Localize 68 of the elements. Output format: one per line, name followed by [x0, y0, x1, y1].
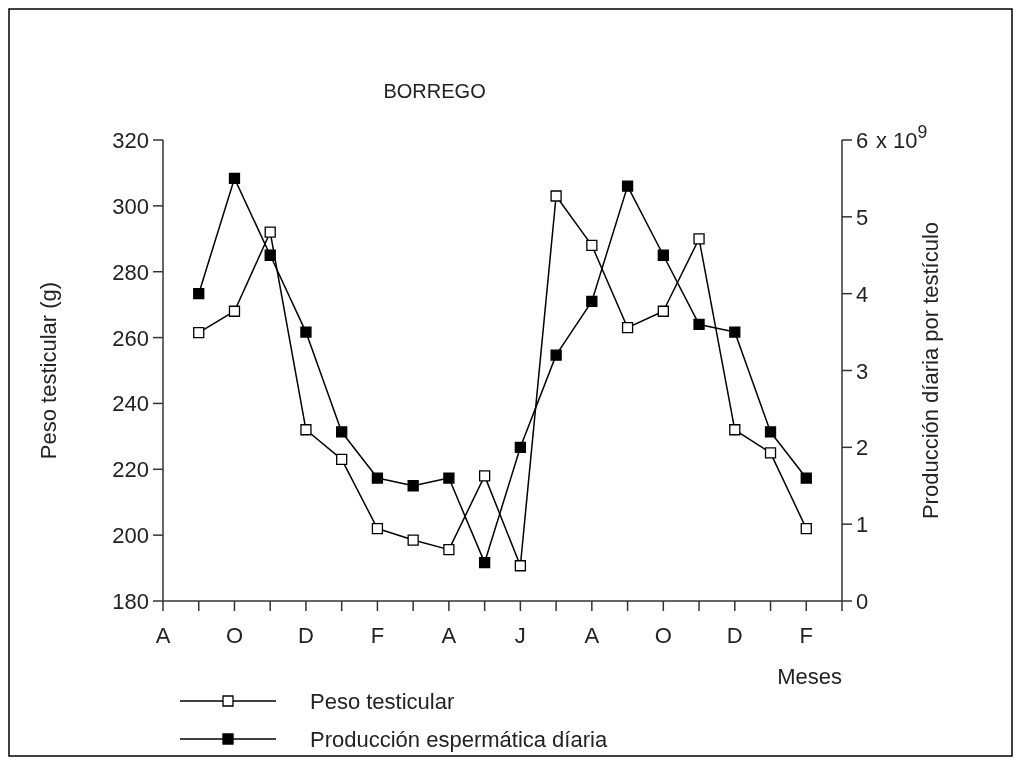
y2-tick-label: 4	[856, 281, 869, 307]
point	[478, 556, 491, 569]
point	[550, 190, 562, 202]
point	[443, 472, 455, 484]
point	[300, 424, 312, 436]
x-tick-label: D	[726, 623, 743, 648]
y2-tick-label: 0	[856, 589, 869, 614]
point	[336, 426, 348, 438]
x-tick-label: O	[654, 623, 672, 648]
legend-label: Peso testicular	[310, 689, 455, 714]
point	[193, 326, 205, 339]
point	[621, 322, 634, 334]
y-tick-label: 280	[112, 259, 149, 285]
point	[336, 453, 348, 466]
x-axis-title: Meses	[777, 664, 842, 689]
y2-tick-label: 6	[856, 128, 869, 153]
point	[800, 522, 812, 535]
point	[264, 249, 276, 261]
point	[371, 522, 384, 535]
point	[478, 470, 491, 482]
point	[693, 318, 705, 331]
y2-tick-label: 3	[856, 358, 869, 384]
point	[407, 534, 419, 546]
point	[586, 295, 598, 307]
y-tick-label: 260	[112, 325, 149, 351]
x-tick-label: A	[441, 623, 457, 648]
y-tick-label: 320	[112, 128, 149, 153]
point	[443, 543, 455, 556]
point	[407, 480, 419, 492]
point	[300, 326, 312, 338]
point	[800, 472, 812, 484]
y-tick-label: 240	[112, 391, 149, 417]
x-tick-label: A	[155, 623, 171, 648]
legend-label: Producción espermática díaria	[310, 727, 608, 752]
y-tick-label: 220	[112, 457, 149, 483]
y2-axis-title: Producción díaria por testículo	[918, 221, 943, 520]
x-tick-label: O	[225, 623, 244, 648]
point	[657, 305, 669, 317]
point	[228, 172, 241, 185]
x-tick-label: D	[298, 623, 314, 648]
y2-tick-label: 5	[856, 204, 869, 230]
point	[193, 288, 205, 300]
chart-title: BORREGO	[383, 80, 486, 102]
point	[693, 233, 705, 245]
x-tick-label: F	[799, 623, 813, 648]
point	[729, 424, 741, 436]
point	[764, 426, 777, 438]
x-tick-label: F	[370, 623, 385, 648]
point	[621, 180, 634, 192]
x-tick-label: A	[584, 623, 600, 648]
point	[228, 305, 241, 317]
point	[371, 472, 384, 484]
y-axis-title: Peso testicular (g)	[36, 281, 61, 460]
point	[657, 249, 669, 261]
point	[586, 239, 598, 252]
x-tick-label: J	[514, 623, 526, 648]
point	[264, 226, 276, 238]
point	[550, 349, 562, 361]
point	[729, 326, 741, 338]
point	[514, 560, 527, 572]
y-tick-label: 200	[112, 523, 149, 549]
y2-tick-label: 1	[856, 512, 869, 538]
y-tick-label: 180	[112, 589, 149, 614]
y2-tick-label: 2	[856, 435, 869, 461]
point	[764, 447, 777, 459]
point	[514, 441, 527, 453]
y-tick-label: 300	[112, 193, 149, 219]
text: x 10$^{9}$	[876, 122, 928, 153]
